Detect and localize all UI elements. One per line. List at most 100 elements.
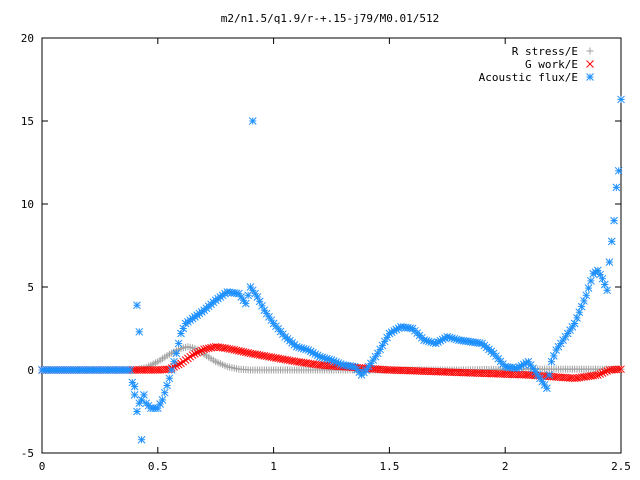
series-2-point bbox=[612, 183, 621, 192]
x-tick-label: 1 bbox=[270, 460, 277, 473]
series-1-point bbox=[283, 356, 292, 364]
series-1-point bbox=[230, 346, 239, 354]
series-2-point bbox=[617, 95, 625, 104]
series-1-point bbox=[237, 347, 246, 356]
y-tick-label: 0 bbox=[27, 364, 34, 377]
series-1-point bbox=[251, 350, 259, 359]
x-tick-label: 2.5 bbox=[611, 460, 631, 473]
series-1-point bbox=[600, 368, 609, 376]
series-1-point bbox=[207, 343, 215, 352]
series-2-point bbox=[584, 284, 593, 292]
series-1-point bbox=[248, 349, 257, 358]
series-1-point bbox=[288, 357, 296, 365]
series-1-point bbox=[188, 351, 197, 359]
data-points bbox=[38, 95, 625, 444]
series-1-point bbox=[614, 365, 623, 374]
series-2-outlier bbox=[135, 327, 144, 336]
series-1-point bbox=[223, 344, 232, 353]
series-1-point bbox=[265, 352, 273, 361]
series-2-outlier bbox=[137, 435, 146, 444]
series-1-point bbox=[285, 356, 294, 365]
series-2-point bbox=[177, 329, 185, 338]
series-2-point bbox=[174, 339, 183, 348]
legend-marker bbox=[586, 60, 594, 68]
series-2-point bbox=[160, 388, 169, 397]
x-tick-label: 1.5 bbox=[379, 460, 399, 473]
legend-label: R stress/E bbox=[512, 45, 578, 58]
series-1-point bbox=[246, 349, 255, 358]
y-tick-label: 20 bbox=[21, 32, 34, 45]
x-tick-label: 0.5 bbox=[148, 460, 168, 473]
series-1-point bbox=[258, 351, 266, 360]
series-2-point bbox=[172, 349, 181, 358]
x-axis-ticks: 0 0.5 1 1.5 2 2.5 bbox=[39, 38, 631, 473]
series-2-point bbox=[610, 216, 618, 225]
series-2-point bbox=[605, 258, 614, 266]
series-1-point bbox=[281, 355, 290, 364]
series-1-point bbox=[272, 354, 280, 362]
plot-area-border bbox=[41, 37, 622, 454]
series-1-point bbox=[221, 344, 229, 352]
series-2-point bbox=[614, 166, 623, 175]
series-1-point bbox=[193, 348, 202, 357]
series-1-point bbox=[617, 365, 625, 374]
series-1-point bbox=[241, 348, 250, 357]
series-2-point bbox=[582, 291, 591, 300]
series-1-point bbox=[228, 345, 236, 354]
series-1-point bbox=[232, 346, 241, 355]
series-1-point bbox=[596, 370, 605, 378]
series-2-point bbox=[158, 396, 167, 404]
series-2-point bbox=[568, 322, 577, 331]
series-1-point bbox=[603, 367, 611, 375]
x-tick-label: 2 bbox=[502, 460, 509, 473]
legend-marker bbox=[586, 47, 594, 55]
series-1-point bbox=[267, 353, 276, 361]
legend-label: G work/E bbox=[525, 58, 578, 71]
series-2-outlier bbox=[248, 117, 257, 125]
series-1-point bbox=[598, 369, 607, 377]
series-2-point bbox=[126, 366, 134, 374]
series-2-point bbox=[519, 360, 528, 369]
series-1-point bbox=[255, 351, 264, 359]
series-2-point bbox=[543, 384, 551, 393]
series-1-point bbox=[279, 355, 287, 364]
legend-label: Acoustic flux/E bbox=[479, 71, 578, 84]
series-2-point bbox=[575, 308, 584, 317]
series-1-point bbox=[262, 352, 271, 361]
series-1-point bbox=[274, 354, 283, 363]
series-2-point bbox=[587, 277, 595, 285]
series-1-point bbox=[235, 347, 243, 355]
series-1-point bbox=[225, 345, 234, 353]
series-2-point bbox=[607, 237, 616, 246]
series-1-point bbox=[239, 348, 248, 356]
series-2-point bbox=[547, 357, 556, 366]
series-2-point bbox=[241, 299, 250, 308]
series-1-point bbox=[197, 346, 206, 355]
series-2-point bbox=[167, 366, 176, 374]
series-1-point bbox=[204, 344, 213, 353]
series-1-point bbox=[202, 344, 211, 353]
y-tick-label: 10 bbox=[21, 198, 34, 211]
series-2-point bbox=[133, 407, 141, 416]
series-1-point bbox=[593, 371, 602, 379]
series-1-point bbox=[591, 371, 600, 380]
series-2-outlier bbox=[130, 382, 139, 391]
series-1-point bbox=[269, 353, 278, 362]
y-axis-ticks: -5 0 5 10 15 20 bbox=[21, 32, 621, 460]
series-2-outlier bbox=[133, 301, 141, 310]
legend-marker bbox=[586, 73, 594, 81]
y-tick-label: -5 bbox=[21, 447, 34, 460]
series-2-point bbox=[170, 357, 178, 366]
series-1-point bbox=[200, 345, 208, 354]
series-2-point bbox=[130, 391, 139, 399]
series-2-point bbox=[140, 391, 148, 399]
y-tick-label: 5 bbox=[27, 281, 34, 294]
chart-title: m2/n1.5/q1.9/r-+.15-j79/M0.01/512 bbox=[221, 12, 440, 25]
series-2-point bbox=[165, 374, 174, 383]
series-1-point bbox=[253, 350, 262, 359]
series-2-point bbox=[163, 381, 171, 390]
series-1-point bbox=[276, 354, 285, 363]
series-2-point bbox=[545, 371, 554, 379]
